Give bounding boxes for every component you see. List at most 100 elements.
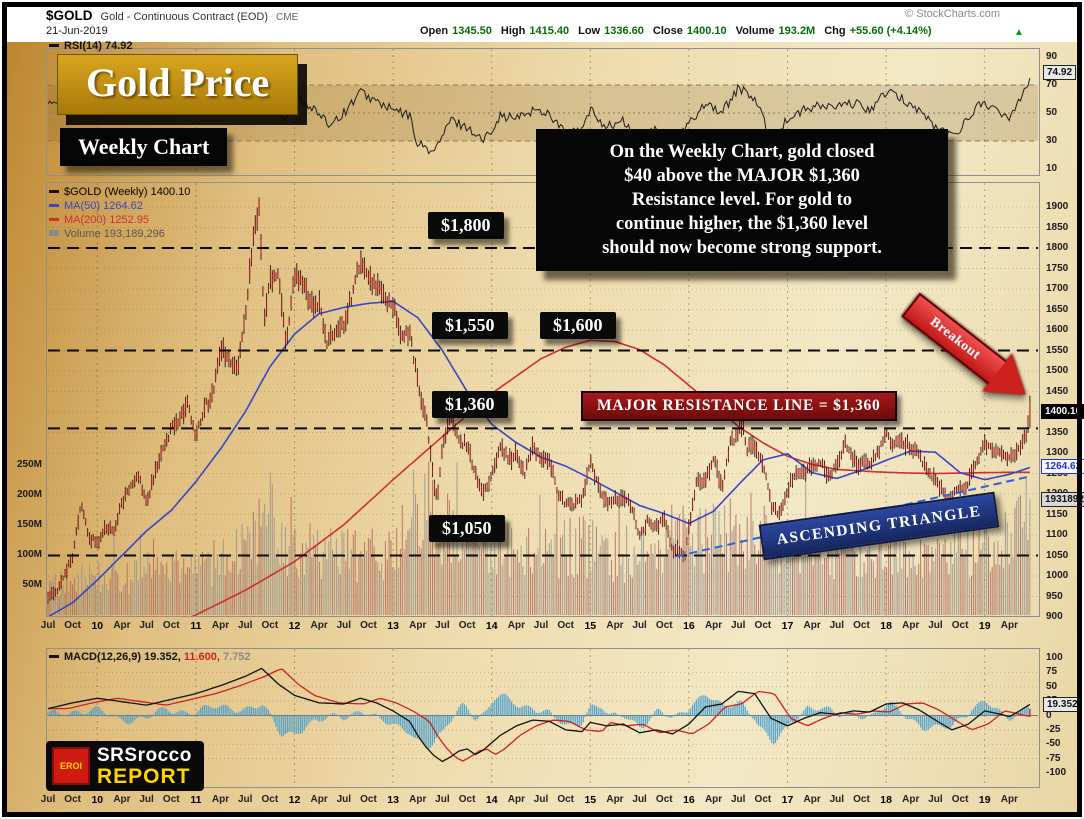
- axis-label: Oct: [655, 620, 673, 631]
- rsi-line-icon: [49, 43, 59, 47]
- axis-label: Apr: [507, 794, 525, 805]
- quote-label: Open: [420, 25, 449, 37]
- axis-label: 19: [978, 794, 991, 806]
- axis-label: 1050: [1046, 549, 1069, 561]
- up-arrow-icon: ▲: [1014, 27, 1024, 38]
- axis-label: Oct: [261, 620, 279, 631]
- srsrocco-report-logo: EROI SRSrocco REPORT: [46, 741, 204, 791]
- price-level-chip-1550: $1,550: [432, 312, 508, 339]
- axis-label: 16: [683, 794, 695, 806]
- ma200-legend: MA(200) 1252.95: [64, 214, 149, 226]
- axis-label: Apr: [310, 794, 328, 805]
- axis-label: 1150: [1046, 508, 1068, 520]
- axis-label: Apr: [803, 620, 821, 631]
- axis-label: Jul: [632, 620, 647, 631]
- gold-price-banner-text: Gold Price: [86, 60, 270, 105]
- axis-label: 15: [584, 620, 597, 632]
- macd-hist-value: 7.752: [223, 651, 251, 663]
- axis-label: 90: [1046, 51, 1058, 62]
- axis-label: Apr: [113, 794, 131, 805]
- ticker-header: $GOLD Gold - Continuous Contract (EOD) C…: [46, 8, 298, 23]
- rsi-value-badge: 74.92: [1043, 65, 1077, 80]
- axis-label: 1600: [1046, 324, 1069, 335]
- axis-label: 1900: [1046, 201, 1069, 212]
- ma50-value-badge: 1264.62: [1041, 459, 1084, 474]
- axis-label: Apr: [704, 794, 723, 805]
- note-line: Resistance level. For gold to: [631, 190, 853, 211]
- axis-label: Jul: [730, 620, 746, 631]
- macd-line: [47, 667, 1031, 763]
- axis-label: 50: [1046, 107, 1058, 118]
- axis-label: 1000: [1046, 570, 1069, 581]
- weekly-chart-label: Weekly Chart: [60, 128, 228, 166]
- note-line: $40 above the MAJOR $1,360: [624, 166, 860, 187]
- axis-label: 18: [880, 620, 892, 632]
- axis-label: Jul: [435, 620, 450, 631]
- ma200-line-icon: [49, 217, 59, 221]
- price-legend: $GOLD (Weekly) 1400.10 MA(50) 1264.62 MA…: [49, 185, 190, 241]
- logo-line2: REPORT: [97, 764, 191, 788]
- ticker-symbol: $GOLD: [46, 8, 93, 23]
- volume-value-badge: 1931892: [1041, 492, 1084, 507]
- candles-icon: [49, 189, 59, 193]
- axis-label: 11: [190, 620, 202, 632]
- axis-label: Jul: [336, 620, 352, 631]
- axis-label: Oct: [557, 620, 574, 631]
- quote-value: +55.60 (+4.14%): [849, 25, 932, 37]
- axis-label: 17: [781, 620, 794, 632]
- axis-label: Oct: [261, 794, 279, 805]
- axis-label: 15: [584, 794, 597, 806]
- axis-label: Oct: [754, 794, 772, 805]
- axis-label: Oct: [64, 620, 81, 631]
- axis-label: -50: [1046, 738, 1061, 750]
- axis-label: 1500: [1046, 365, 1069, 376]
- axis-label: 13: [387, 620, 399, 632]
- volume-legend: Volume 193,189,296: [64, 228, 165, 240]
- axis-label: Jul: [928, 620, 943, 631]
- axis-label: 0: [1046, 709, 1052, 721]
- axis-label: 1850: [1046, 221, 1069, 233]
- axis-label: Oct: [853, 794, 870, 805]
- axis-label: 75: [1046, 666, 1058, 678]
- axis-label: 100: [1046, 652, 1063, 663]
- axis-label: Oct: [162, 794, 180, 805]
- axis-label: 10: [1046, 163, 1058, 174]
- axis-label: Jul: [730, 794, 746, 805]
- axis-label: Jul: [139, 620, 154, 631]
- axis-label: Apr: [1000, 794, 1018, 805]
- axis-label: 100M: [16, 549, 42, 560]
- quote-value: 1336.60: [604, 25, 644, 37]
- axis-label: 1100: [1046, 529, 1068, 540]
- axis-label: 250M: [16, 459, 42, 470]
- axis-label: Oct: [360, 794, 377, 805]
- axis-label: Jul: [533, 794, 549, 805]
- axis-label: Jul: [829, 620, 845, 631]
- axis-label: 200M: [16, 489, 42, 500]
- axis-label: Apr: [803, 794, 821, 805]
- axis-label: Apr: [409, 620, 427, 631]
- axis-label: Apr: [606, 794, 624, 805]
- note-line: On the Weekly Chart, gold closed: [609, 142, 875, 162]
- axis-label: 1450: [1046, 385, 1069, 397]
- quote-date: 21-Jun-2019: [46, 25, 108, 37]
- resistance-line-banner: MAJOR RESISTANCE LINE = $1,360: [581, 391, 897, 421]
- axis-label: 1750: [1046, 262, 1069, 274]
- axis-label: Oct: [853, 620, 870, 631]
- axis-label: Apr: [606, 620, 624, 631]
- axis-label: 1700: [1046, 283, 1069, 294]
- axis-label: 1300: [1046, 447, 1069, 458]
- axis-label: Oct: [951, 620, 969, 631]
- volume-bars-icon: [49, 230, 59, 237]
- axis-label: 10: [91, 794, 104, 806]
- axis-label: Jul: [40, 794, 56, 805]
- price-level-chip-1600: $1,600: [540, 312, 616, 339]
- rsi-legend: RSI(14) 74.92: [49, 40, 132, 52]
- axis-label: Apr: [409, 794, 427, 805]
- axis-label: Jul: [435, 794, 450, 805]
- axis-label: Apr: [1000, 620, 1018, 631]
- ma200-line: [191, 339, 1030, 616]
- quote-value: 1345.50: [452, 25, 492, 37]
- axis-label: 50: [1046, 680, 1058, 692]
- quote-label: Low: [578, 25, 601, 37]
- axis-label: 19: [978, 620, 991, 632]
